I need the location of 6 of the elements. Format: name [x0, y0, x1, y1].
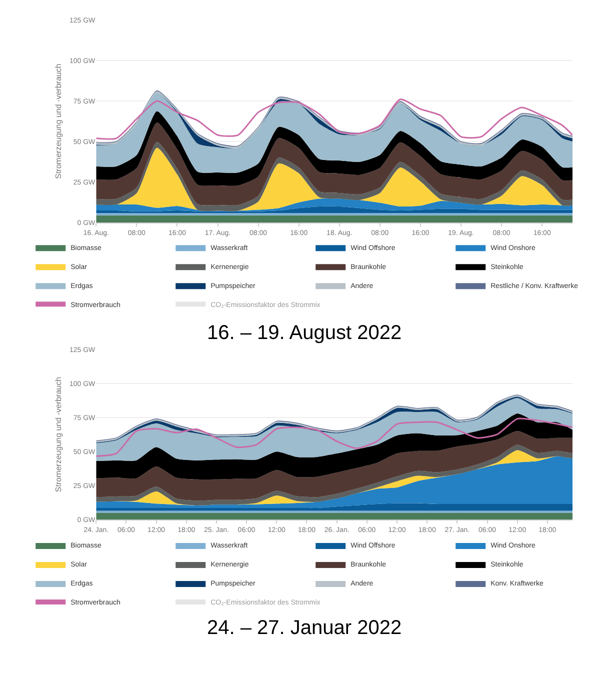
- line-series: [96, 98, 573, 140]
- text: 24. – 27. Januar 2022: [207, 617, 402, 639]
- text: 16. – 19. August 2022: [207, 322, 402, 344]
- line-series: [96, 418, 573, 457]
- y-axis-title: Stromerzeugung und -verbrauch: [54, 376, 64, 492]
- y-axis-title: Stromerzeugung und -verbrauch: [54, 64, 64, 179]
